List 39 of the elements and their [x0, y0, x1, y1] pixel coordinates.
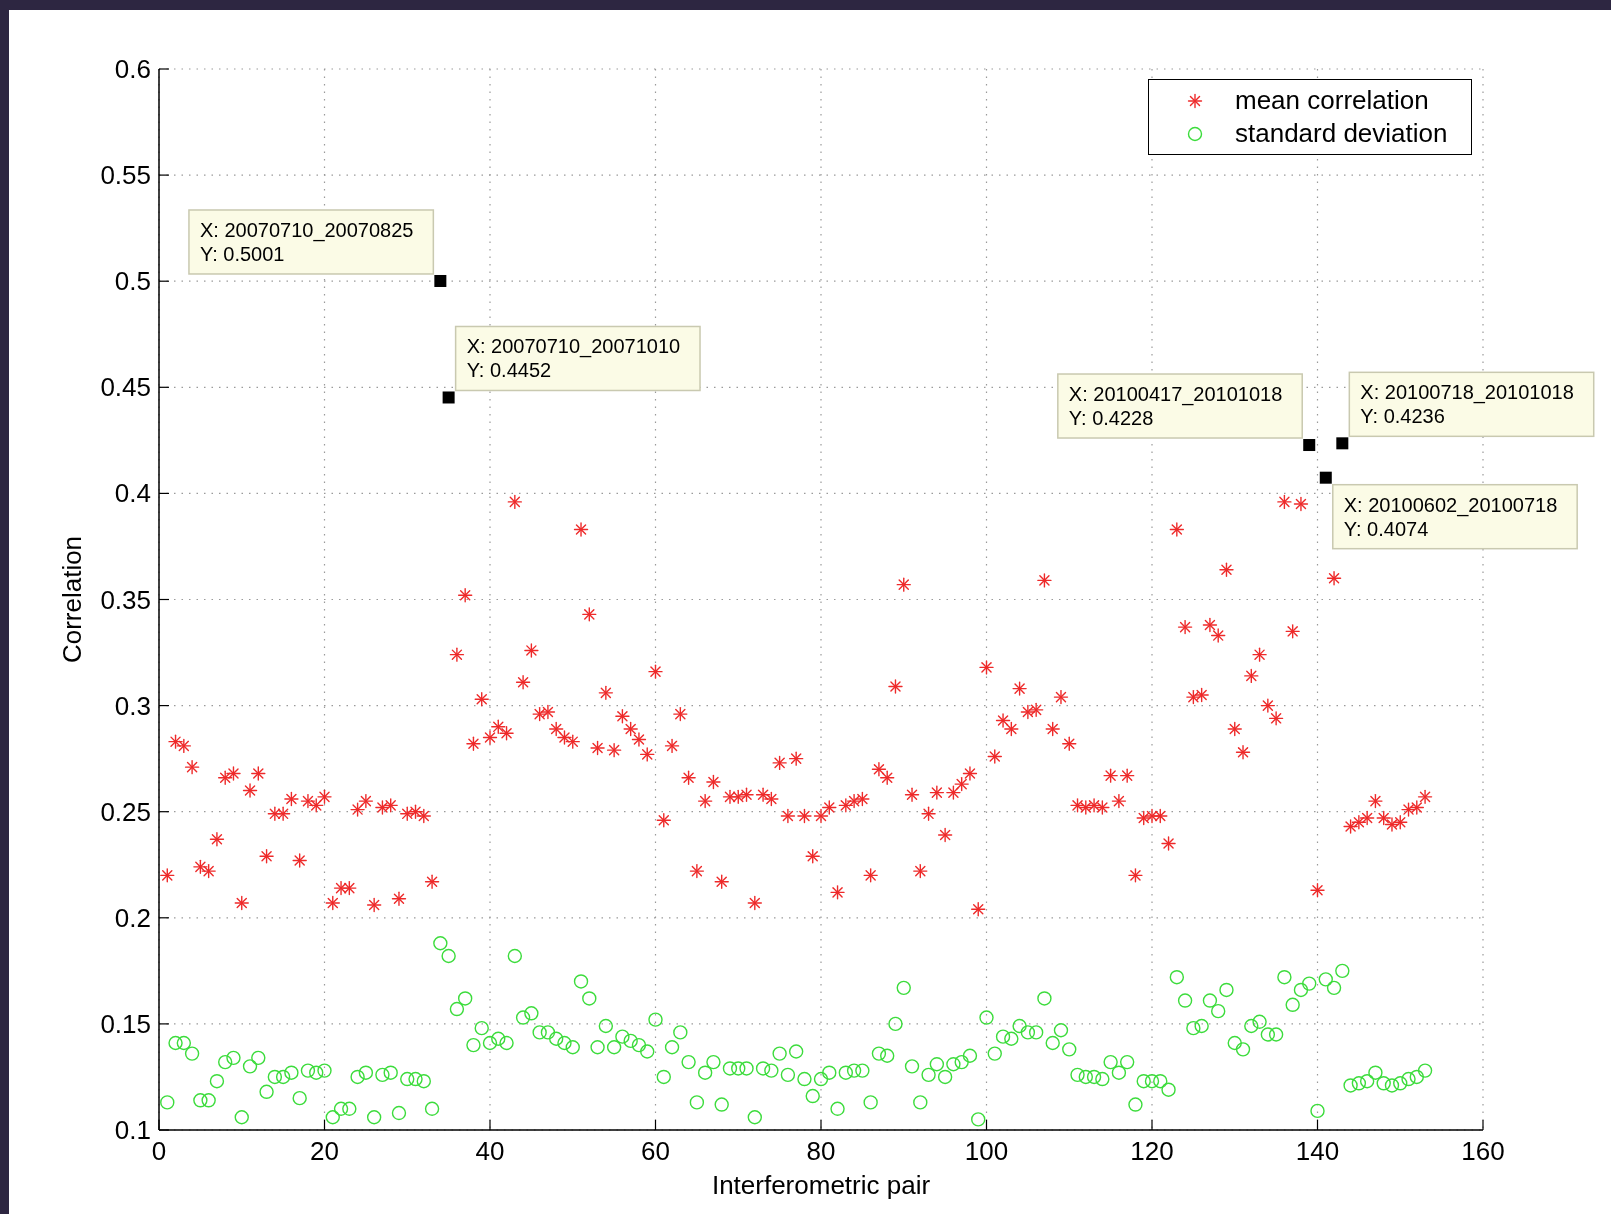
- callout: X: 20100602_20100718 Y: 0.4074: [1332, 483, 1578, 550]
- y-tick-label: 0.6: [114, 54, 151, 84]
- x-tick-label: 40: [475, 1136, 505, 1166]
- x-tick-label: 60: [641, 1136, 670, 1166]
- legend-label: standard deviation: [1235, 118, 1448, 149]
- callout: X: 20070710_20070825 Y: 0.5001: [188, 209, 435, 275]
- y-tick-label: 0.3: [114, 690, 151, 721]
- x-tick-label: 80: [806, 1136, 836, 1166]
- y-tick-label: 0.15: [100, 1008, 151, 1039]
- legend-label: mean correlation: [1235, 85, 1429, 116]
- x-tick-label: 20: [310, 1136, 339, 1166]
- annotation: X: 20070710_20070825 Y: 0.5001: [199, 218, 414, 265]
- y-tick-label: 0.25: [100, 796, 151, 827]
- annotation: X: 20100417_20101018 Y: 0.4228: [1068, 383, 1283, 430]
- y-tick-label: 0.35: [100, 584, 151, 615]
- x-tick-label: 0: [151, 1136, 167, 1166]
- x-tick-label: 100: [964, 1136, 1009, 1166]
- x-tick-label: 140: [1295, 1136, 1340, 1166]
- y-axis-title: Correlation: [57, 535, 87, 664]
- point: [434, 274, 447, 287]
- y-tick-label: 0.55: [100, 160, 151, 191]
- point: [1303, 439, 1316, 452]
- annotation: X: 20100602_20100718 Y: 0.4074: [1343, 493, 1558, 540]
- y-tick-label: 0.4: [114, 478, 151, 509]
- y-tick-label: 0.2: [114, 902, 151, 933]
- y-tick-label: 0.5: [114, 266, 151, 297]
- y-tick-label: 0.1: [114, 1115, 151, 1145]
- x-tick-label: 160: [1461, 1136, 1505, 1166]
- x-axis-title: Interferometric pair: [711, 1170, 931, 1200]
- point: [442, 391, 455, 404]
- point: [1336, 437, 1349, 450]
- annotation: X: 20100718_20101018 Y: 0.4236: [1360, 381, 1574, 428]
- x-tick-label: 120: [1130, 1136, 1174, 1166]
- point: [1319, 471, 1332, 484]
- callout: X: 20100718_20101018 Y: 0.4236: [1348, 371, 1595, 438]
- callout: X: 20100417_20101018 Y: 0.4228: [1057, 373, 1303, 439]
- annotation: X: 20070710_20071010 Y: 0.4452: [466, 335, 681, 382]
- y-tick-label: 0.45: [100, 372, 151, 403]
- callout: X: 20070710_20071010 Y: 0.4452: [454, 325, 701, 392]
